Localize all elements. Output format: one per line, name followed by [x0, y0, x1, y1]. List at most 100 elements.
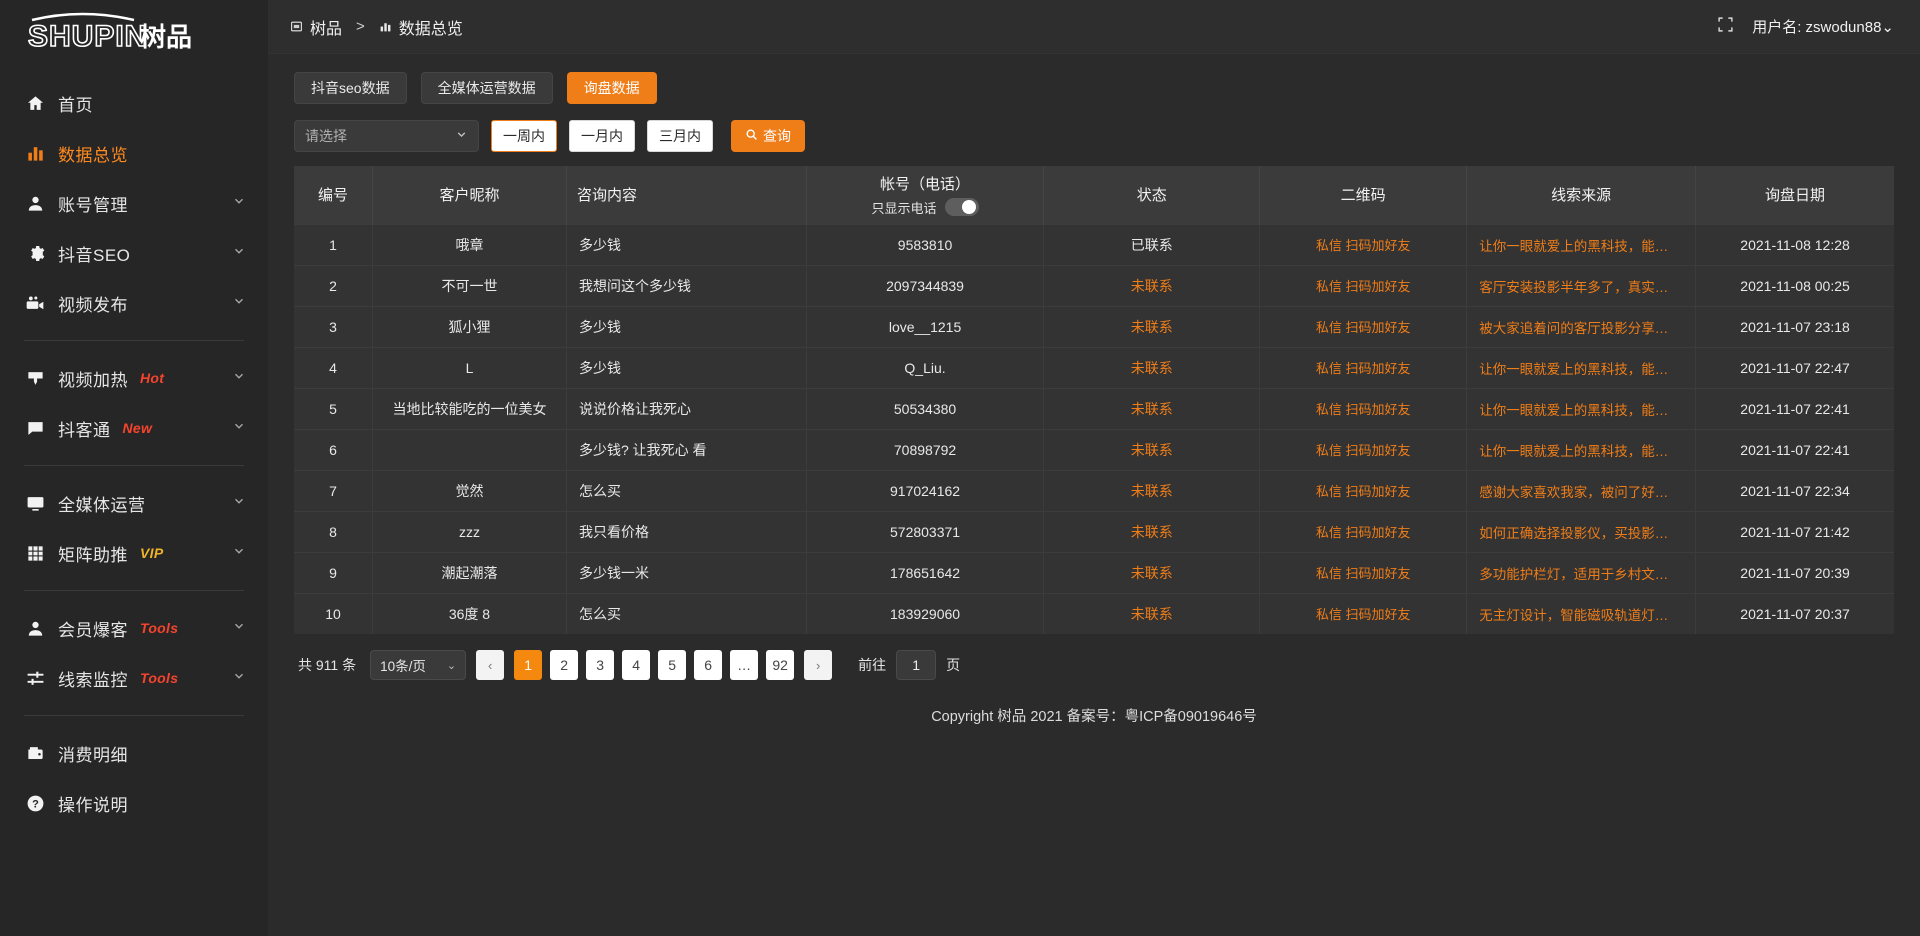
- page-button-2[interactable]: 2: [550, 650, 579, 680]
- cell-nickname: 觉然: [372, 469, 567, 511]
- chevron-down-icon: [232, 619, 246, 638]
- account-select[interactable]: 请选择: [294, 120, 479, 152]
- col-header-account-label: 帐号（电话）: [880, 175, 971, 193]
- sidebar-item-label: 首页: [58, 95, 93, 115]
- page-button-…[interactable]: …: [730, 650, 759, 680]
- tab-douyin-seo-data[interactable]: 抖音seo数据: [294, 72, 407, 104]
- filter-bar: 请选择 一周内 一月内 三月内 查询: [294, 120, 1894, 152]
- cell-qrcode[interactable]: 私信 扫码加好友: [1259, 387, 1468, 429]
- gear-icon: [24, 242, 46, 264]
- cell-source[interactable]: 让你一眼就爱上的黑科技，能…: [1466, 223, 1697, 265]
- cell-status: 未联系: [1043, 387, 1261, 429]
- cell-status: 未联系: [1043, 510, 1261, 552]
- phone-only-toggle[interactable]: [944, 198, 979, 217]
- prev-page-button[interactable]: ‹: [476, 650, 505, 680]
- page-button-6[interactable]: 6: [694, 650, 723, 680]
- sidebar-item-member-tools[interactable]: 会员爆客 Tools: [0, 603, 268, 653]
- sidebar-item-matrix-boost[interactable]: 矩阵助推 VIP: [0, 528, 268, 578]
- cell-source[interactable]: 多功能护栏灯，适用于乡村文…: [1466, 551, 1697, 593]
- sidebar-item-douketong[interactable]: 抖客通 New: [0, 403, 268, 453]
- range-button-one-month[interactable]: 一月内: [569, 120, 635, 152]
- page-number-group: 1 2 3 4 5 6… 92: [514, 650, 795, 680]
- cell-qrcode[interactable]: 私信 扫码加好友: [1259, 551, 1468, 593]
- total-count-label: 共 911 条: [298, 657, 357, 673]
- search-button[interactable]: 查询: [731, 120, 805, 152]
- sidebar-item-instructions[interactable]: ? 操作说明: [0, 778, 268, 828]
- sidebar-item-clue-monitor[interactable]: 线索监控 Tools: [0, 653, 268, 703]
- page-size-select[interactable]: 10条/页 ⌄: [370, 650, 467, 680]
- cell-source[interactable]: 让你一眼就爱上的黑科技，能…: [1466, 428, 1697, 470]
- breadcrumb-root[interactable]: 树品: [290, 15, 342, 39]
- range-button-one-week[interactable]: 一周内: [491, 120, 557, 152]
- cell-qrcode[interactable]: 私信 扫码加好友: [1259, 346, 1468, 388]
- account-select-placeholder: 请选择: [305, 128, 347, 144]
- cell-account: 572803371: [806, 510, 1045, 552]
- cell-content: 怎么买: [566, 469, 807, 511]
- cell-account: 9583810: [806, 223, 1045, 265]
- cell-qrcode[interactable]: 私信 扫码加好友: [1259, 510, 1468, 552]
- page-button-92[interactable]: 92: [766, 650, 795, 680]
- monitor-icon: [24, 492, 46, 514]
- cell-qrcode[interactable]: 私信 扫码加好友: [1259, 223, 1468, 265]
- grid-icon: [24, 542, 46, 564]
- sidebar-item-video-publish[interactable]: 视频发布: [0, 278, 268, 328]
- cell-qrcode[interactable]: 私信 扫码加好友: [1259, 592, 1468, 634]
- cell-source[interactable]: 感谢大家喜欢我家，被问了好…: [1466, 469, 1697, 511]
- member-icon: [24, 617, 46, 639]
- cell-date: 2021-11-07 23:18: [1695, 305, 1894, 347]
- table-row: 9 潮起潮落 多少钱一米 178651642 未联系 私信 扫码加好友 多功能护栏灯，适用于…: [294, 551, 1894, 593]
- table-body: 1 哦章 多少钱 9583810 已联系 私信 扫码加好友 让你一眼就爱上的黑科技，能… 20…: [294, 223, 1894, 634]
- sidebar-item-data-overview[interactable]: 数据总览: [0, 128, 268, 178]
- cell-qrcode[interactable]: 私信 扫码加好友: [1259, 264, 1468, 306]
- breadcrumb-current: 数据总览: [379, 15, 463, 39]
- tab-media-operation-data[interactable]: 全媒体运营数据: [420, 72, 553, 104]
- page-button-1[interactable]: 1: [514, 650, 543, 680]
- cell-source[interactable]: 无主灯设计，智能磁吸轨道灯…: [1466, 592, 1697, 634]
- tab-inquiry-data[interactable]: 询盘数据: [566, 72, 657, 104]
- sidebar-item-consumption[interactable]: 消费明细: [0, 728, 268, 778]
- col-header-account: 帐号（电话） 只显示电话: [806, 166, 1045, 224]
- sidebar-item-media-operation[interactable]: 全媒体运营: [0, 478, 268, 528]
- sidebar-item-label: 操作说明: [58, 795, 128, 815]
- range-button-three-months[interactable]: 三月内: [647, 120, 713, 152]
- sidebar-item-account-manage[interactable]: 账号管理: [0, 178, 268, 228]
- goto-page-input[interactable]: 1: [896, 650, 937, 680]
- cell-date: 2021-11-07 22:47: [1695, 346, 1894, 388]
- cell-source[interactable]: 客厅安装投影半年多了，真实…: [1466, 264, 1697, 306]
- cell-nickname: 潮起潮落: [372, 551, 567, 593]
- page-button-3[interactable]: 3: [586, 650, 615, 680]
- sidebar-badge-hot: Hot: [140, 370, 165, 386]
- cell-account: 2097344839: [806, 264, 1045, 306]
- cell-qrcode[interactable]: 私信 扫码加好友: [1259, 469, 1468, 511]
- tab-group: 抖音seo数据 全媒体运营数据 询盘数据: [294, 72, 1894, 104]
- cell-index: 4: [294, 346, 373, 388]
- page-button-5[interactable]: 5: [658, 650, 687, 680]
- sidebar-item-video-boost[interactable]: 视频加热 Hot: [0, 353, 268, 403]
- col-header-content: 咨询内容: [566, 166, 807, 224]
- breadcrumb-current-label: 数据总览: [398, 20, 463, 38]
- next-page-button[interactable]: ›: [804, 650, 833, 680]
- brand-logo[interactable]: SHUPIN 树品: [0, 0, 268, 62]
- search-button-label: 查询: [763, 128, 791, 144]
- sidebar-item-douyin-seo[interactable]: 抖音SEO: [0, 228, 268, 278]
- cell-source[interactable]: 让你一眼就爱上的黑科技，能…: [1466, 346, 1697, 388]
- sidebar-item-label: 全媒体运营: [58, 495, 146, 515]
- cell-nickname: 36度 8: [372, 592, 567, 634]
- cell-status: 未联系: [1043, 346, 1261, 388]
- user-menu[interactable]: 用户名: zswodun88⌄: [1752, 16, 1894, 37]
- fullscreen-icon[interactable]: [1717, 16, 1734, 38]
- cell-source[interactable]: 被大家追着问的客厅投影分享…: [1466, 305, 1697, 347]
- cell-status: 已联系: [1043, 223, 1261, 265]
- cell-qrcode[interactable]: 私信 扫码加好友: [1259, 428, 1468, 470]
- svg-text:SHUPIN: SHUPIN: [28, 20, 147, 53]
- cell-qrcode[interactable]: 私信 扫码加好友: [1259, 305, 1468, 347]
- chevron-down-icon: [232, 244, 246, 263]
- page-button-4[interactable]: 4: [622, 650, 651, 680]
- cell-account: 70898792: [806, 428, 1045, 470]
- sidebar-item-home[interactable]: 首页: [0, 78, 268, 128]
- cell-source[interactable]: 如何正确选择投影仪，买投影…: [1466, 510, 1697, 552]
- cell-source[interactable]: 让你一眼就爱上的黑科技，能…: [1466, 387, 1697, 429]
- col-header-status: 状态: [1043, 166, 1261, 224]
- chevron-down-icon: [232, 294, 246, 313]
